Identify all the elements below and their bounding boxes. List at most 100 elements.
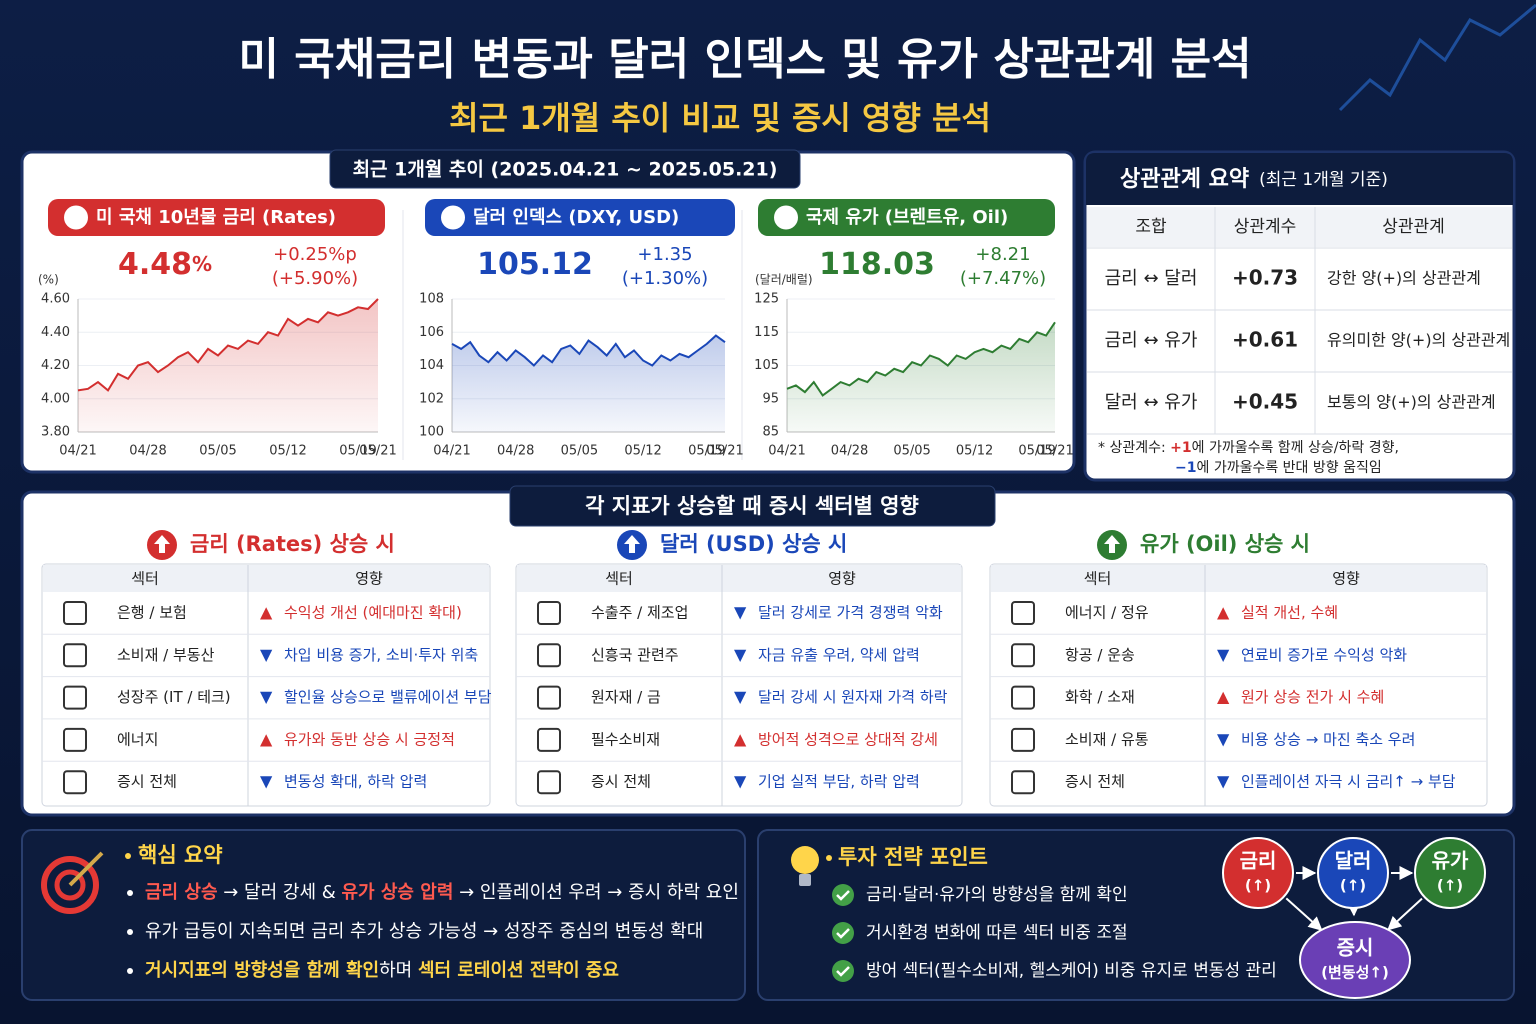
sector-icon (1011, 685, 1035, 710)
x-tick-label: 05/05 (561, 444, 598, 459)
table-header-cell: 조합 (1135, 217, 1167, 237)
table-header-cell: 섹터 (1084, 570, 1112, 588)
summary-segment: 금리 상승 (145, 882, 218, 903)
change: +0.25%p (273, 244, 357, 265)
sector-icon (63, 643, 87, 668)
sector-icon (1011, 727, 1035, 752)
summary-title: 핵심 요약 (138, 843, 223, 867)
latest-value: 4.48% (118, 247, 212, 282)
sector-name: 항공 / 운송 (1065, 646, 1135, 664)
table-header-cell: 섹터 (131, 570, 159, 588)
group-title: 금리 (Rates) 상승 시 (190, 532, 395, 556)
sector-title: 각 지표가 상승할 때 증시 섹터별 영향 (585, 494, 919, 518)
coefficient: +0.73 (1232, 266, 1298, 290)
flow-node (1414, 837, 1486, 909)
strategy-title: 투자 전략 포인트 (838, 845, 988, 869)
bulb-icon (799, 874, 811, 886)
sector-name: 원자재 / 금 (591, 688, 661, 706)
y-axis-label: (%) (38, 273, 59, 287)
check-icon (832, 960, 854, 982)
summary-bullet: 유가 급등이 지속되면 금리 추가 상승 가능성 → 성장주 중심의 변동성 확… (145, 921, 703, 942)
area (452, 335, 725, 432)
sector-icon (1011, 643, 1035, 668)
effect-direction: ▼ (260, 687, 273, 706)
effect-direction: ▲ (260, 729, 273, 748)
summary-bullet: 거시지표의 방향성을 함께 확인하며 섹터 로테이션 전략이 중요 (145, 959, 619, 981)
relation: 강한 양(+)의 상관관계 (1327, 269, 1481, 288)
x-tick-label: 04/21 (433, 444, 470, 459)
bullet-dot (127, 929, 133, 935)
flow-node (1317, 837, 1389, 909)
effect-direction: ▼ (734, 772, 747, 791)
sector-tab (509, 485, 996, 527)
latest-number: 4.48 (118, 247, 192, 282)
pair: 금리 ↔ 달러 (1105, 268, 1198, 289)
effect: 할인율 상승으로 밸류에이션 부담 (284, 688, 492, 706)
trend-title: 최근 1개월 추이 (2025.04.21 ~ 2025.05.21) (353, 159, 778, 181)
sector-name: 은행 / 보험 (117, 604, 187, 622)
x-tick-label: 04/21 (59, 444, 96, 459)
latest-number: 105.12 (477, 247, 593, 282)
flow-arrow (1387, 897, 1423, 931)
chart-title: 국제 유가 (브렌트유, Oil) (806, 207, 1008, 228)
sector-name: 수출주 / 제조업 (591, 604, 688, 622)
effect-direction: ▲ (1217, 687, 1230, 706)
effect-direction: ▼ (734, 645, 747, 664)
flow-sub: (↑) (1437, 877, 1463, 895)
correlation-header (1086, 153, 1513, 205)
page-title: 미 국채금리 변동과 달러 인덱스 및 유가 상관관계 분석 (238, 34, 1251, 85)
group-table-header (991, 565, 1486, 592)
group-title: 달러 (USD) 상승 시 (660, 532, 847, 556)
sector-icon (537, 601, 561, 625)
group-table-header (517, 565, 961, 592)
bullet-dot (127, 890, 133, 896)
x-tick-label: 04/28 (129, 444, 166, 459)
coefficient: +0.45 (1232, 390, 1298, 414)
flow-label: 유가 (1432, 849, 1469, 873)
trend-tab (329, 149, 801, 189)
x-tick-label: 05/19 (688, 444, 725, 459)
bullet-dot (826, 855, 832, 861)
line (77, 298, 379, 392)
y-tick-label: 105 (754, 358, 779, 373)
effect: 달러 강세 시 원자재 가격 하락 (758, 688, 948, 706)
group-title: 유가 (Oil) 상승 시 (1140, 532, 1310, 556)
coefficient: +0.61 (1232, 328, 1298, 352)
bulb-icon (791, 846, 819, 874)
effect-direction: ▼ (260, 772, 273, 791)
effect: 유가와 동반 상승 시 긍정적 (284, 730, 455, 748)
latest-unit: % (192, 252, 212, 276)
chart-pill (48, 199, 385, 236)
y-tick-label: 106 (419, 325, 444, 340)
group-icon-arrow (154, 535, 170, 553)
y-tick-label: 108 (419, 292, 444, 307)
group-icon-arrow (1104, 535, 1120, 553)
latest-number: 118.03 (819, 247, 935, 282)
sector-icon (63, 770, 87, 795)
sector-name: 화학 / 소재 (1065, 688, 1135, 706)
sector-name: 신흥국 관련주 (591, 646, 679, 664)
table-header-cell: 섹터 (605, 570, 633, 588)
chart-title: 달러 인덱스 (DXY, USD) (473, 207, 679, 228)
table-header-cell: 영향 (1332, 570, 1360, 588)
page-subtitle: 최근 1개월 추이 비교 및 증시 영향 분석 (449, 99, 991, 137)
sector-icon (537, 727, 561, 752)
title-main: 상관관계 요약 (1120, 167, 1249, 192)
summary-panel (21, 829, 746, 1001)
table-header-cell: 상관관계 (1382, 217, 1445, 237)
check-mark (836, 966, 850, 977)
x-tick-label: 05/05 (199, 444, 236, 459)
group-table (989, 563, 1488, 807)
check-icon (832, 884, 854, 906)
group-table (515, 563, 963, 807)
note-minus: −1 (1175, 460, 1196, 476)
group-icon-arrow (624, 535, 640, 553)
effect: 기업 실적 부담, 하락 압력 (758, 773, 920, 791)
sector-name: 소비재 / 부동산 (117, 646, 215, 664)
group-table-header (43, 565, 489, 592)
summary-bullet: 금리 상승 → 달러 강세 & 유가 상승 압력 → 인플레이션 우려 → 증시… (145, 882, 739, 903)
change-pct: (+7.47%) (960, 268, 1046, 289)
x-tick-label: 05/12 (269, 444, 306, 459)
summary-segment: → 인플레이션 우려 → 증시 하락 요인 (453, 882, 739, 903)
